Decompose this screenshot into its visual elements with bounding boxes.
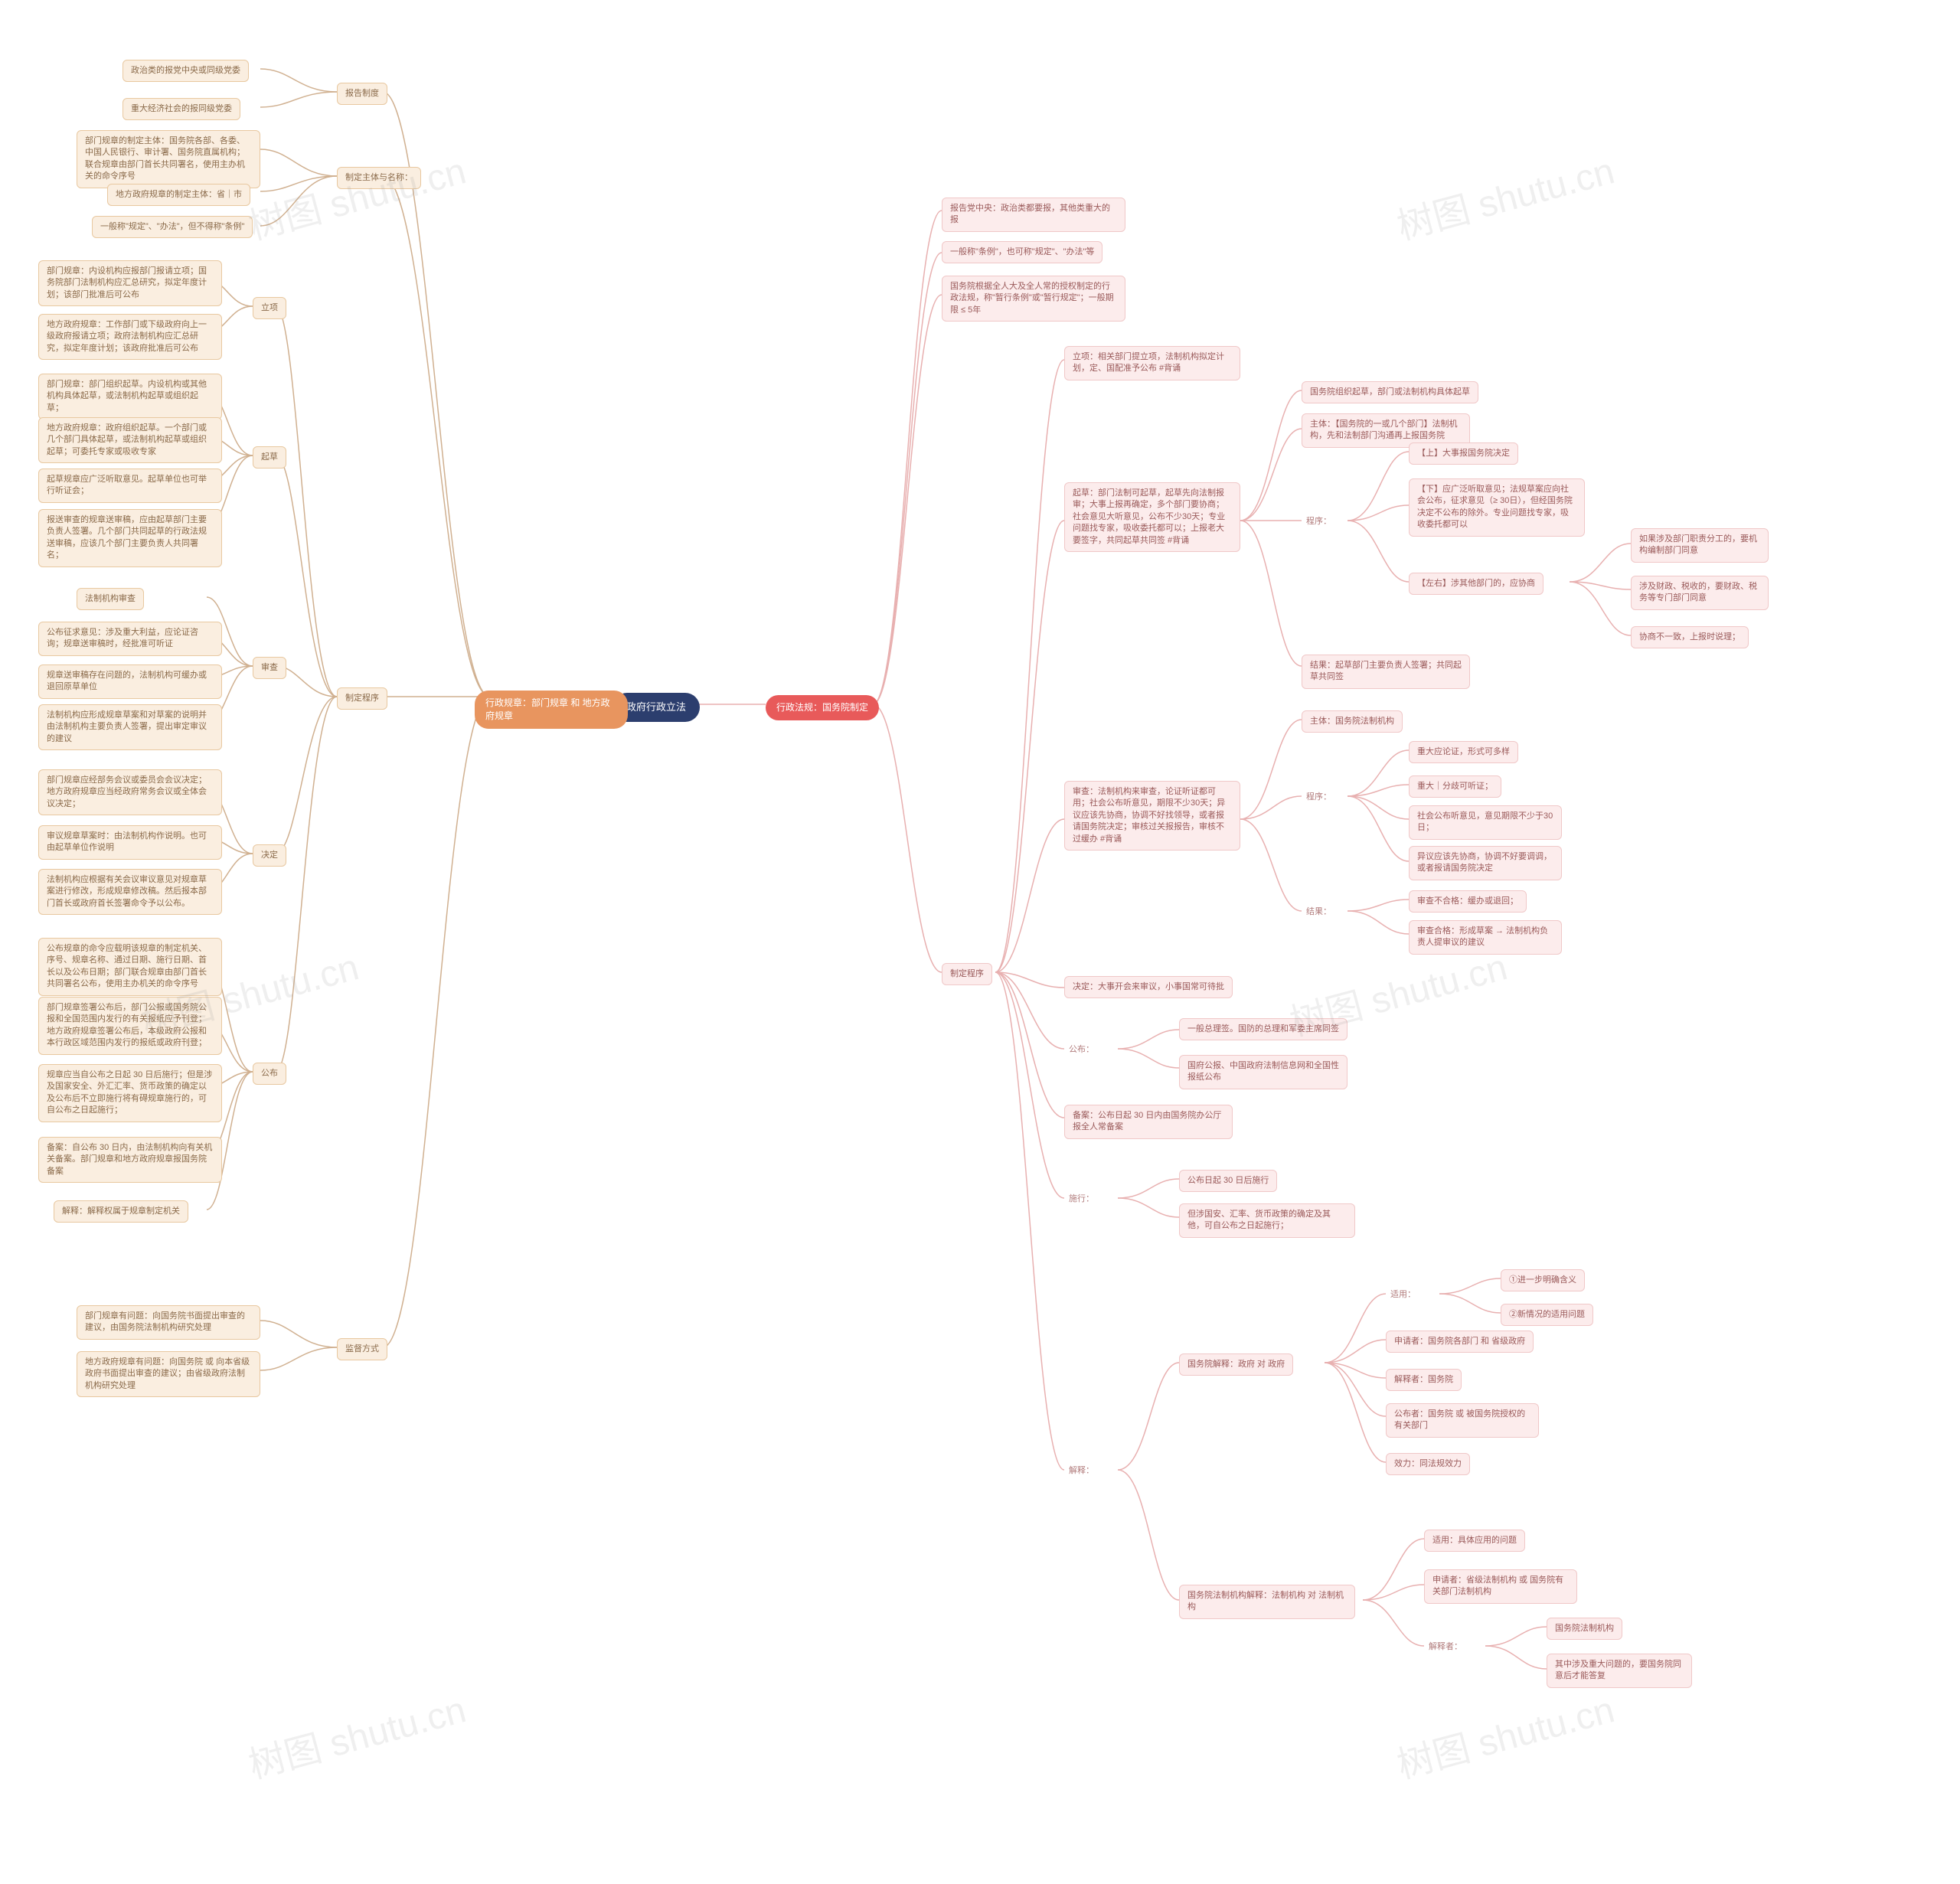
jueding-item: 审议规章草案时：由法制机构作说明。也可由起草单位作说明 xyxy=(38,825,222,860)
report-item: 政治类的报党中央或同级党委 xyxy=(122,60,249,82)
subject[interactable]: 制定主体与名称： xyxy=(337,167,421,189)
lixiang-right: 立项：相关部门提立项，法制机构拟定计划，定、国配准予公布 #背诵 xyxy=(1064,346,1240,380)
watermark: 树图 shutu.cn xyxy=(242,141,471,250)
top-item: 一般称"条例"，也可称"规定"、"办法"等 xyxy=(942,241,1102,263)
gongbu-right-label: 公布： xyxy=(1064,1043,1099,1057)
qicao-proc-sub: 涉及财政、税收的，要财政、税务等专门部门同意 xyxy=(1631,576,1769,610)
shencha-proc-label: 程序： xyxy=(1302,790,1336,805)
shixing-item: 但涉国安、汇率、货币政策的确定及其他，可自公布之日起施行； xyxy=(1179,1203,1355,1238)
gongbu-item: 备案：自公布 30 日内，由法制机构向有关机关备案。部门规章和地方政府规章报国务… xyxy=(38,1137,222,1183)
lixiang-item: 部门规章：内设机构应报部门报请立项；国务院部门法制机构应汇总研究，拟定年度计划；… xyxy=(38,260,222,306)
gongbu-right-item: 国府公报、中国政府法制信息网和全国性报纸公布 xyxy=(1179,1055,1348,1089)
shencha-proc-item: 异议应该先协商，协调不好要调调，或者报请国务院决定 xyxy=(1409,846,1562,880)
gongbu-item: 解释：解释权属于规章制定机关 xyxy=(54,1200,188,1223)
qicao-proc-sub: 协商不一致，上报时说理； xyxy=(1631,626,1749,648)
qicao-item: 报送审查的规章送审稿，应由起草部门主要负责人签署。几个部门共同起草的行政法规送审… xyxy=(38,509,222,567)
top-item: 报告党中央：政治类都要报，其他类重大的报 xyxy=(942,198,1125,232)
gongbu-left[interactable]: 公布 xyxy=(253,1063,286,1085)
shencha-item: 法制机构审查 xyxy=(77,588,144,610)
qicao-left[interactable]: 起草 xyxy=(253,446,286,469)
gongbu-right-item: 一般总理签。国防的总理和军委主席同签 xyxy=(1179,1018,1348,1040)
shencha-item: 规章送审稿存在问题的，法制机构可缓办或退回原草单位 xyxy=(38,664,222,699)
shencha-item: 法制机构应形成规章草案和对草案的说明并由法制机构主要负责人签署，提出审定审议的建… xyxy=(38,704,222,750)
jieshi-a-item: 公布者：国务院 或 被国务院授权的有关部门 xyxy=(1386,1403,1539,1438)
jueding-left[interactable]: 决定 xyxy=(253,844,286,867)
shencha-proc-item: 社会公布听意见，意见期限不少于30日； xyxy=(1409,805,1562,840)
right-main[interactable]: 行政法规：国务院制定 xyxy=(766,695,879,720)
qicao-proc-label: 程序： xyxy=(1302,514,1336,529)
jieshi-a-item: 适用： xyxy=(1386,1288,1420,1302)
jieshi-a-item: 申请者：国务院各部门 和 省级政府 xyxy=(1386,1331,1534,1353)
jieshi-label: 解释： xyxy=(1064,1464,1099,1478)
gongbu-item: 公布规章的命令应载明该规章的制定机关、序号、规章名称、通过日期、施行日期、首长以… xyxy=(38,938,222,996)
jieshi-b: 国务院法制机构解释：法制机构 对 法制机构 xyxy=(1179,1585,1355,1619)
qicao-proc-item: 【上】大事报国务院决定 xyxy=(1409,442,1518,465)
watermark: 树图 shutu.cn xyxy=(1390,1680,1619,1789)
shencha-right: 审查：法制机构来审查，论证听证都可用；社会公布听意见，期限不少30天；异议应该先… xyxy=(1064,781,1240,851)
left-main[interactable]: 行政规章：部门规章 和 地方政府规章 xyxy=(475,691,628,729)
qicao-item: 部门规章：部门组织起草。内设机构或其他机构具体起草，或法制机构起草或组织起草； xyxy=(38,374,222,420)
shixing-item: 公布日起 30 日后施行 xyxy=(1179,1170,1277,1192)
jieshi-a: 国务院解释：政府 对 政府 xyxy=(1179,1353,1293,1376)
subject-item: 一般称"规定"、"办法"，但不得称"条例" xyxy=(92,216,253,238)
subject-item: 部门规章的制定主体：国务院各部、各委、中国人民银行、审计署、国务院直属机构；联合… xyxy=(77,130,260,188)
mindmap-container: 树图 shutu.cn 树图 shutu.cn 树图 shutu.cn 树图 s… xyxy=(31,31,1929,1853)
shencha-sub: 主体：国务院法制机构 xyxy=(1302,710,1403,733)
jieshi-b-jieshizhe: 其中涉及重大问题的，要国务院同意后才能答复 xyxy=(1547,1654,1692,1688)
jieshi-b-item: 适用：具体应用的问题 xyxy=(1424,1530,1525,1552)
procedure-left[interactable]: 制定程序 xyxy=(337,687,387,710)
qicao-right: 起草：部门法制可起草，起草先向法制报审；大事上报再确定，多个部门要协商；社会意见… xyxy=(1064,482,1240,552)
jieshi-b-item: 解释者： xyxy=(1424,1640,1467,1654)
jieshi-b-item: 申请者：省级法制机构 或 国务院有关部门法制机构 xyxy=(1424,1569,1577,1604)
subject-item: 地方政府规章的制定主体：省｜市 xyxy=(107,184,250,206)
jiandu-item: 部门规章有问题：向国务院书面提出审查的建议，由国务院法制机构研究处理 xyxy=(77,1305,260,1340)
qicao-item: 起草规章应广泛听取意见。起草单位也可举行听证会； xyxy=(38,469,222,503)
shixing-label: 施行： xyxy=(1064,1192,1099,1206)
report-item: 重大经济社会的报同级党委 xyxy=(122,98,240,120)
gongbu-item: 部门规章签署公布后，部门公报或国务院公报和全国范围内发行的有关报纸应予刊登；地方… xyxy=(38,997,222,1055)
shencha-result-item: 审查合格：形成草案 → 法制机构负责人提审议的建议 xyxy=(1409,920,1562,955)
jieshi-a-shiyong: ①进一步明确含义 xyxy=(1501,1269,1585,1291)
jieshi-a-item: 解释者：国务院 xyxy=(1386,1369,1462,1391)
watermark: 树图 shutu.cn xyxy=(242,1680,471,1789)
jueding-item: 法制机构应根据有关会议审议意见对规章草案进行修改，形成规章修改稿。然后报本部门首… xyxy=(38,869,222,915)
shencha-proc-item: 重大应论证，形式可多样 xyxy=(1409,741,1518,763)
jueding-item: 部门规章应经部务会议或委员会会议决定；地方政府规章应当经政府常务会议或全体会议决… xyxy=(38,769,222,815)
lixiang-item: 地方政府规章：工作部门或下级政府向上一级政府报请立项；政府法制机构应汇总研究，拟… xyxy=(38,314,222,360)
shencha-left[interactable]: 审查 xyxy=(253,657,286,679)
gongbu-item: 规章应当自公布之日起 30 日后施行；但是涉及国家安全、外汇汇率、货币政策的确定… xyxy=(38,1064,222,1122)
jieshi-a-item: 效力：同法规效力 xyxy=(1386,1453,1470,1475)
qicao-proc-item: 【左右】涉其他部门的，应协商 xyxy=(1409,573,1544,595)
shencha-result-item: 审查不合格：缓办或退回； xyxy=(1409,890,1527,913)
jieshi-a-shiyong: ②新情况的适用问题 xyxy=(1501,1304,1593,1326)
top-item: 国务院根据全人大及全人常的授权制定的行政法规，称"暂行条例"或"暂行规定"；一般… xyxy=(942,276,1125,322)
jiandu[interactable]: 监督方式 xyxy=(337,1338,387,1360)
jieshi-b-jieshizhe: 国务院法制机构 xyxy=(1547,1618,1622,1640)
jiandu-item: 地方政府规章有问题：向国务院 或 向本省级政府书面提出审查的建议；由省级政府法制… xyxy=(77,1351,260,1397)
qicao-sub: 国务院组织起草，部门或法制机构具体起草 xyxy=(1302,381,1478,403)
watermark: 树图 shutu.cn xyxy=(1390,141,1619,250)
qicao-proc-sub: 如果涉及部门职责分工的，要机构编制部门同意 xyxy=(1631,528,1769,563)
qicao-result: 结果：起草部门主要负责人签署；共同起草共同签 xyxy=(1302,655,1470,689)
jueding-right: 决定：大事开会来审议，小事国常可待批 xyxy=(1064,976,1233,998)
qicao-proc-item: 【下】应广泛听取意见；法规草案应向社会公布，征求意见（≥ 30日），但经国务院决… xyxy=(1409,478,1585,537)
qicao-item: 地方政府规章：政府组织起草。一个部门或几个部门具体起草，或法制机构起草或组织起草… xyxy=(38,417,222,463)
shencha-result-label: 结果： xyxy=(1302,905,1336,919)
report-system[interactable]: 报告制度 xyxy=(337,83,387,105)
procedure-right[interactable]: 制定程序 xyxy=(942,963,992,985)
beian-right: 备案：公布日起 30 日内由国务院办公厅报全人常备案 xyxy=(1064,1105,1233,1139)
shencha-item: 公布征求意见：涉及重大利益，应论证咨询；规章送审稿时，经批准可听证 xyxy=(38,622,222,656)
shencha-proc-item: 重大｜分歧可听证； xyxy=(1409,775,1501,798)
lixiang[interactable]: 立项 xyxy=(253,297,286,319)
